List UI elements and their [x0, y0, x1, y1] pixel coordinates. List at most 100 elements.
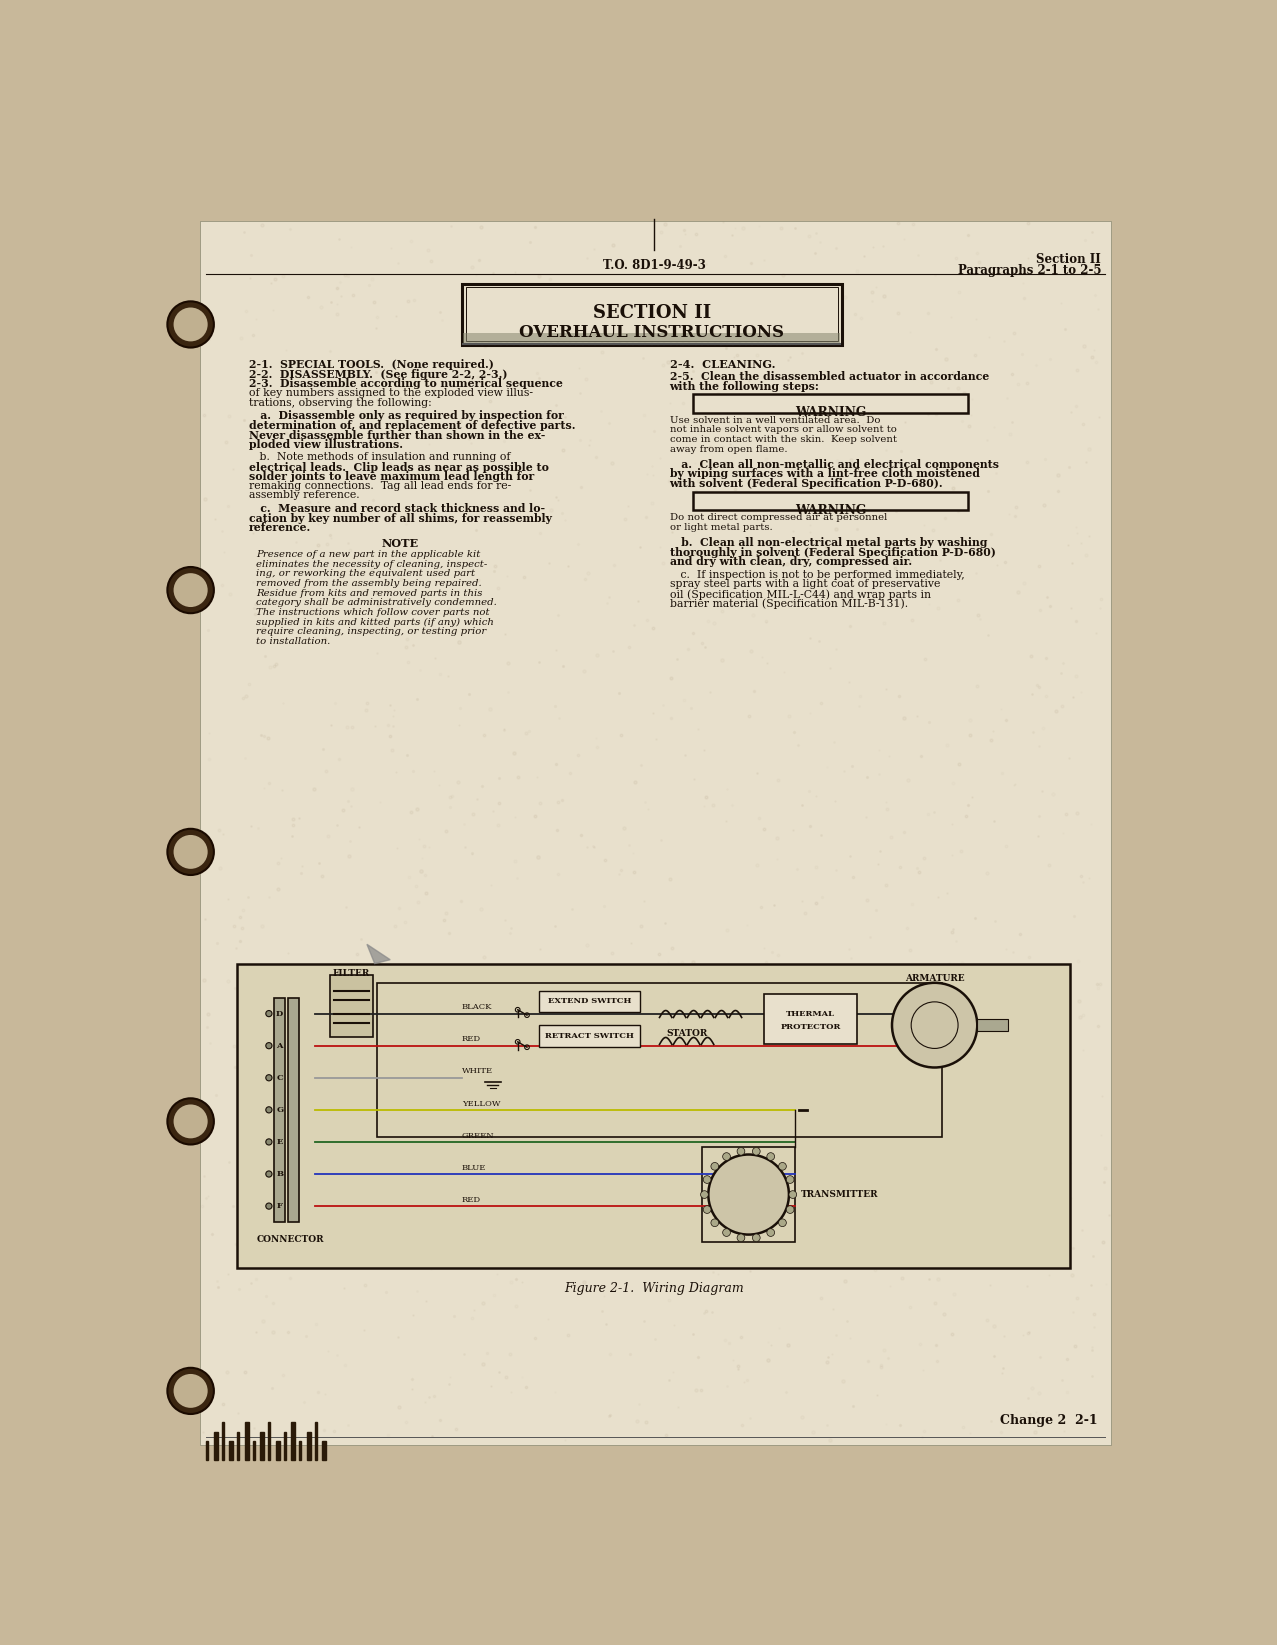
Text: remaking connections.  Tag all lead ends for re-: remaking connections. Tag all lead ends … — [249, 480, 511, 490]
Circle shape — [711, 1219, 719, 1227]
Bar — [253, 1441, 255, 1461]
Bar — [291, 1423, 295, 1461]
Circle shape — [766, 1153, 775, 1160]
Text: GREEN: GREEN — [462, 1132, 494, 1140]
Circle shape — [174, 1104, 208, 1138]
Text: THERMAL: THERMAL — [787, 1010, 835, 1018]
Text: thoroughly in solvent (Federal Specification P-D-680): thoroughly in solvent (Federal Specifica… — [669, 546, 996, 558]
Circle shape — [787, 1206, 794, 1214]
Bar — [299, 1441, 301, 1461]
Circle shape — [737, 1234, 744, 1242]
Text: RETRACT SWITCH: RETRACT SWITCH — [545, 1031, 635, 1040]
Bar — [276, 1441, 280, 1461]
Text: WARNING: WARNING — [794, 503, 866, 517]
Text: EXTEND SWITCH: EXTEND SWITCH — [548, 997, 631, 1005]
Circle shape — [723, 1153, 730, 1160]
Text: category shall be administratively condemned.: category shall be administratively conde… — [257, 599, 497, 607]
Text: Change 2  2-1: Change 2 2-1 — [1000, 1415, 1097, 1426]
Text: RED: RED — [462, 1196, 481, 1204]
Text: assembly reference.: assembly reference. — [249, 490, 359, 500]
Text: B: B — [276, 1170, 283, 1178]
Circle shape — [704, 1176, 711, 1183]
Circle shape — [711, 1163, 719, 1170]
Bar — [283, 1431, 286, 1461]
Bar — [693, 492, 968, 510]
Bar — [275, 999, 285, 1222]
Text: or light metal parts.: or light metal parts. — [669, 523, 773, 531]
Text: with the following steps:: with the following steps: — [669, 380, 820, 392]
Text: SECTION II: SECTION II — [593, 304, 711, 322]
Circle shape — [701, 1191, 709, 1199]
Text: oil (Specification MIL-L-C44) and wrap parts in: oil (Specification MIL-L-C44) and wrap p… — [669, 589, 931, 599]
Circle shape — [167, 829, 213, 875]
Bar — [539, 990, 640, 1012]
Circle shape — [723, 1229, 730, 1237]
Text: YELLOW: YELLOW — [462, 1099, 501, 1107]
Text: supplied in kits and kitted parts (if any) which: supplied in kits and kitted parts (if an… — [257, 617, 494, 627]
Bar — [238, 964, 1070, 1268]
Text: A: A — [277, 1041, 283, 1050]
Text: 2-3.  Disassemble according to numerical sequence: 2-3. Disassemble according to numerical … — [249, 378, 563, 390]
Text: BLACK: BLACK — [462, 1003, 493, 1012]
Text: away from open flame.: away from open flame. — [669, 444, 787, 454]
Text: c.  Measure and record stack thickness and lo-: c. Measure and record stack thickness an… — [249, 503, 545, 515]
Circle shape — [167, 568, 213, 614]
Bar — [464, 332, 840, 344]
Text: require cleaning, inspecting, or testing prior: require cleaning, inspecting, or testing… — [257, 627, 487, 637]
Circle shape — [704, 1206, 711, 1214]
Text: spray steel parts with a light coat of preservative: spray steel parts with a light coat of p… — [669, 579, 940, 589]
Text: BLUE: BLUE — [462, 1163, 487, 1171]
Text: Presence of a new part in the applicable kit: Presence of a new part in the applicable… — [257, 549, 481, 559]
Text: Use solvent in a well ventilated area.  Do: Use solvent in a well ventilated area. D… — [669, 416, 880, 424]
Text: eliminates the necessity of cleaning, inspect-: eliminates the necessity of cleaning, in… — [257, 559, 488, 569]
Circle shape — [167, 301, 213, 347]
Text: T.O. 8D1-9-49-3: T.O. 8D1-9-49-3 — [603, 258, 705, 271]
Text: 2-4.  CLEANING.: 2-4. CLEANING. — [669, 359, 775, 370]
Text: ARMATURE: ARMATURE — [905, 974, 964, 982]
Text: ploded view illustrations.: ploded view illustrations. — [249, 439, 402, 451]
Text: NOTE: NOTE — [382, 538, 419, 549]
Text: TRANSMITTER: TRANSMITTER — [801, 1189, 879, 1199]
Bar — [462, 283, 842, 345]
Text: The instructions which follow cover parts not: The instructions which follow cover part… — [257, 607, 490, 617]
Bar — [377, 982, 942, 1137]
Circle shape — [709, 1155, 789, 1235]
Bar — [322, 1441, 326, 1461]
Text: cation by key number of all shims, for reassembly: cation by key number of all shims, for r… — [249, 513, 552, 523]
Text: STATOR: STATOR — [667, 1030, 707, 1038]
Text: come in contact with the skin.  Keep solvent: come in contact with the skin. Keep solv… — [669, 434, 896, 444]
Bar — [268, 1423, 271, 1461]
Bar — [977, 1018, 1009, 1031]
Circle shape — [266, 1138, 272, 1145]
Text: Do not direct compressed air at personnel: Do not direct compressed air at personne… — [669, 513, 886, 521]
Circle shape — [174, 836, 208, 869]
Bar — [314, 1423, 317, 1461]
Circle shape — [787, 1176, 794, 1183]
Bar — [331, 975, 373, 1036]
Text: and dry with clean, dry, compressed air.: and dry with clean, dry, compressed air. — [669, 556, 912, 568]
Text: G: G — [276, 1105, 283, 1114]
Text: D: D — [276, 1010, 283, 1018]
Text: a.  Disassemble only as required by inspection for: a. Disassemble only as required by inspe… — [249, 410, 563, 421]
Text: barrier material (Specification MIL-B-131).: barrier material (Specification MIL-B-13… — [669, 599, 908, 609]
Text: determination of, and replacement of defective parts.: determination of, and replacement of def… — [249, 419, 575, 431]
Text: 2-1.  SPECIAL TOOLS.  (None required.): 2-1. SPECIAL TOOLS. (None required.) — [249, 359, 494, 370]
Text: with solvent (Federal Specification P-D-680).: with solvent (Federal Specification P-D-… — [669, 479, 944, 489]
Circle shape — [266, 1107, 272, 1114]
Bar — [539, 1025, 640, 1046]
Text: PROTECTOR: PROTECTOR — [780, 1023, 840, 1031]
Text: E: E — [277, 1138, 283, 1147]
Text: WARNING: WARNING — [794, 406, 866, 419]
Text: F: F — [277, 1202, 282, 1211]
Circle shape — [789, 1191, 797, 1199]
Text: FILTER: FILTER — [333, 969, 370, 977]
Circle shape — [752, 1234, 760, 1242]
Text: solder joints to leave maximum lead length for: solder joints to leave maximum lead leng… — [249, 470, 534, 482]
Text: Section II: Section II — [1037, 253, 1101, 266]
Bar — [764, 994, 857, 1045]
Text: OVERHAUL INSTRUCTIONS: OVERHAUL INSTRUCTIONS — [520, 324, 784, 341]
Bar — [306, 1431, 310, 1461]
Bar — [206, 1441, 208, 1461]
Text: removed from the assembly being repaired.: removed from the assembly being repaired… — [257, 579, 483, 587]
Text: by wiping surfaces with a lint-free cloth moistened: by wiping surfaces with a lint-free clot… — [669, 469, 979, 479]
